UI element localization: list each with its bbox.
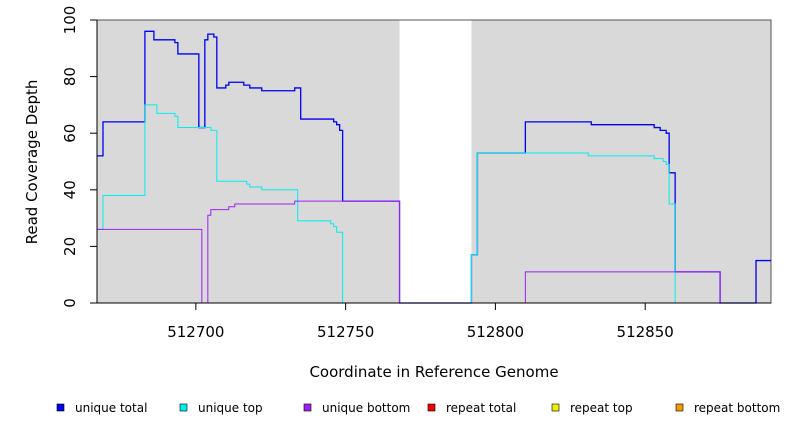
legend-swatch xyxy=(179,403,188,412)
x-tick-label: 512800 xyxy=(467,323,524,341)
shaded-regions xyxy=(97,20,771,303)
y-tick-label: 40 xyxy=(61,180,79,199)
x-tick-label: 512850 xyxy=(617,323,674,341)
legend-item-unique-bottom: unique bottom xyxy=(303,401,410,415)
y-tick-label: 60 xyxy=(61,124,79,143)
shaded-region-2 xyxy=(471,20,771,303)
legend-swatch xyxy=(427,403,436,412)
legend-swatch xyxy=(56,403,65,412)
series-line-unique-bottom xyxy=(97,200,771,304)
legend-swatch xyxy=(303,403,312,412)
x-tick-label: 512750 xyxy=(317,323,374,341)
shaded-region-1 xyxy=(97,20,400,303)
legend-item-repeat-bottom: repeat bottom xyxy=(675,401,780,415)
x-tick-label: 512700 xyxy=(167,323,224,341)
y-tick-label: 0 xyxy=(61,298,79,308)
legend-label: unique top xyxy=(198,401,263,415)
legend-item-unique-total: unique total xyxy=(56,401,147,415)
legend-item-unique-top: unique top xyxy=(179,401,263,415)
legend-label: repeat top xyxy=(570,401,633,415)
legend-label: repeat bottom xyxy=(694,401,780,415)
legend-label: repeat total xyxy=(446,401,516,415)
legend: unique total unique top unique bottom repea… xyxy=(56,401,780,415)
y-tick-label: 20 xyxy=(61,237,79,256)
x-axis-title: Coordinate in Reference Genome xyxy=(309,363,558,381)
legend-label: unique bottom xyxy=(322,401,410,415)
legend-swatch xyxy=(551,403,560,412)
y-tick-label: 80 xyxy=(61,67,79,86)
axes: 512700 512750 512800 512850 0 20 40 60 80 100 xyxy=(61,6,771,341)
series-line-unique-top xyxy=(97,104,771,304)
y-tick-label: 100 xyxy=(61,6,79,35)
legend-swatch xyxy=(675,403,684,412)
legend-label: unique total xyxy=(75,401,147,415)
y-axis-title: Read Coverage Depth xyxy=(23,80,41,245)
legend-item-repeat-top: repeat top xyxy=(551,401,633,415)
legend-item-repeat-total: repeat total xyxy=(427,401,516,415)
series-line-unique-total xyxy=(97,30,771,304)
